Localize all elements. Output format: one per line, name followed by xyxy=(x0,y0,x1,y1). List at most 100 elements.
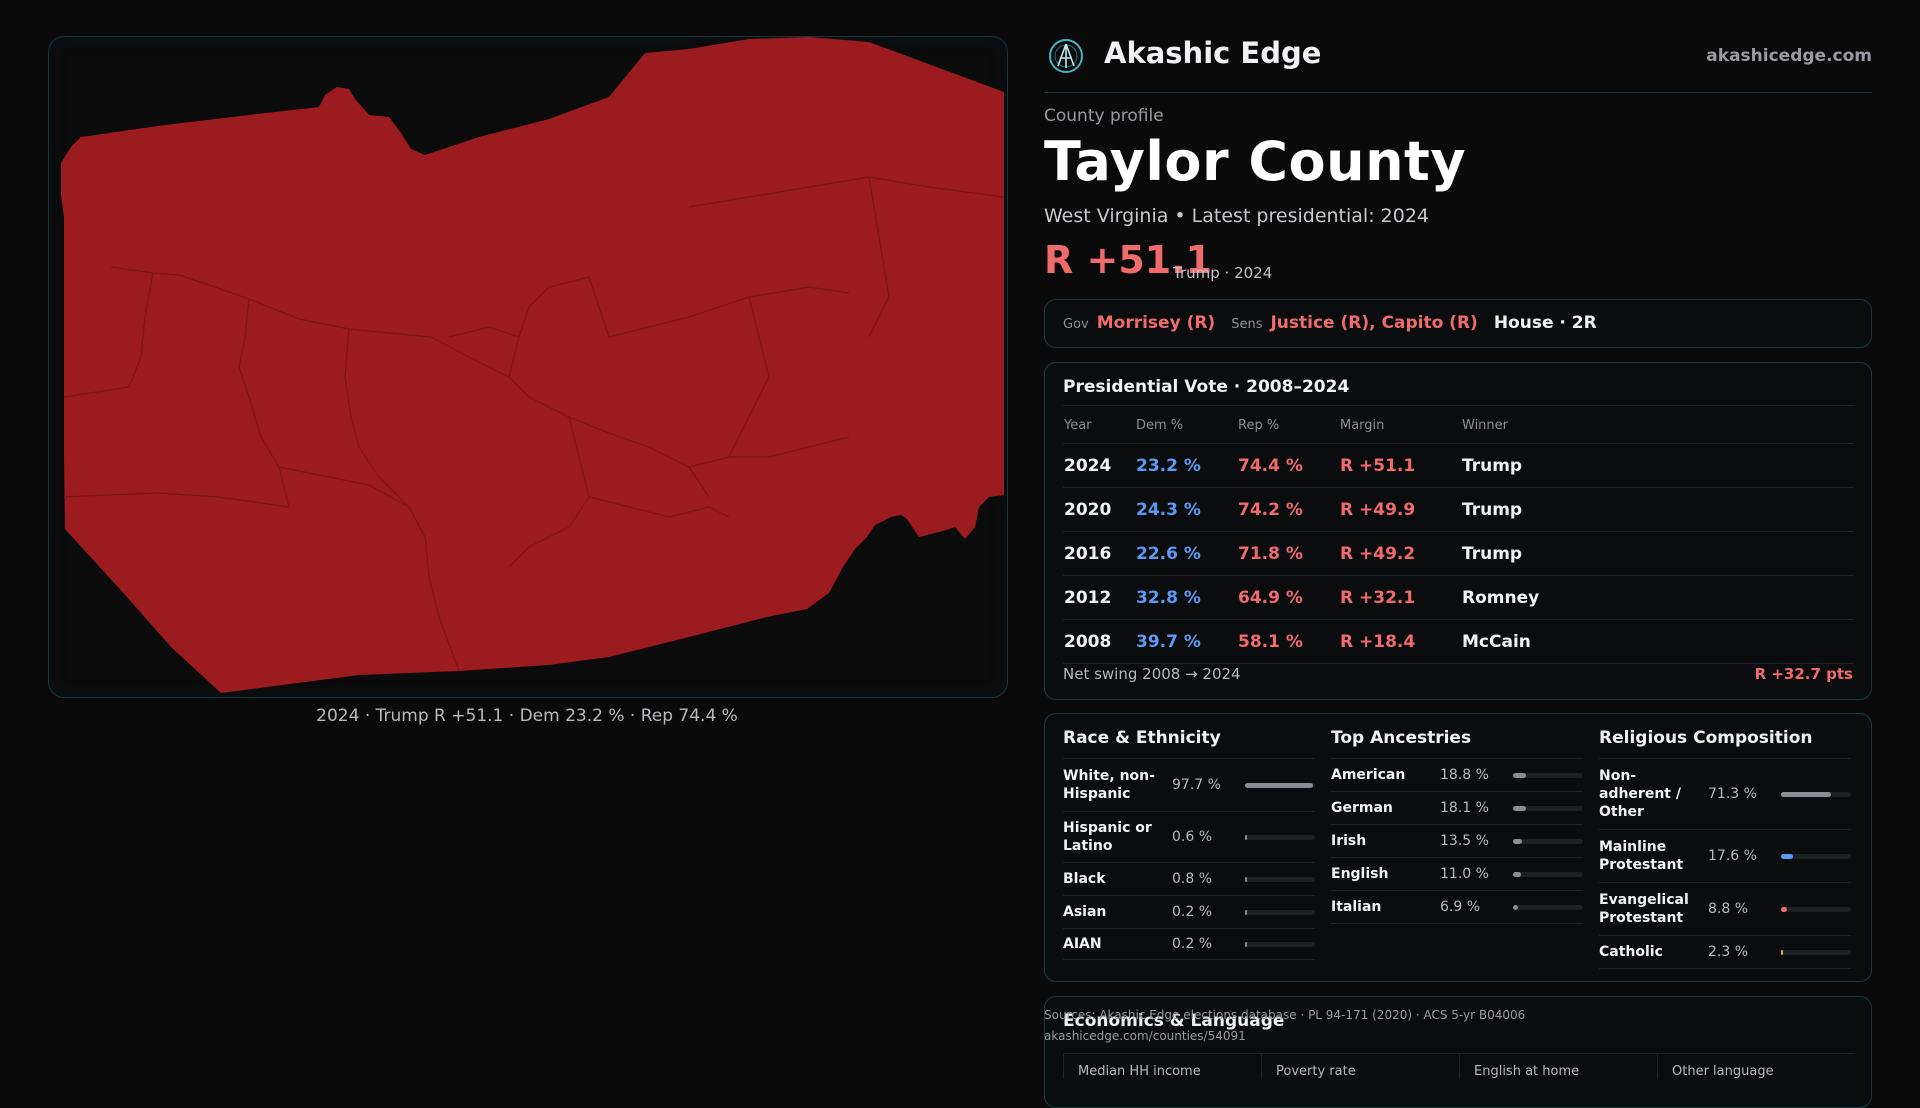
margin-cell: R +51.1 xyxy=(1339,443,1461,488)
list-item: American 18.8 % xyxy=(1331,759,1583,792)
map-caption: 2024 · Trump R +51.1 · Dem 23.2 % · Rep … xyxy=(316,706,738,726)
share-bar-fill xyxy=(1513,838,1523,844)
divider xyxy=(1063,405,1855,406)
share-bar-fill xyxy=(1245,782,1314,788)
year-cell: 2008 xyxy=(1063,619,1135,664)
item-name: Asian xyxy=(1063,904,1107,920)
item-percent: 13.5 % xyxy=(1440,833,1489,849)
item-percent: 0.2 % xyxy=(1172,936,1213,952)
county-map-panel[interactable] xyxy=(48,36,1008,698)
share-bar xyxy=(1513,871,1583,877)
share-bar xyxy=(1513,904,1583,910)
year-cell: 2012 xyxy=(1063,575,1135,620)
share-bar xyxy=(1245,782,1315,788)
year-cell: 2020 xyxy=(1063,487,1135,532)
share-bar xyxy=(1513,772,1583,778)
demographics-card: Race & Ethnicity White, non-Hispanic 97.7… xyxy=(1044,713,1872,982)
list-item: AIAN 0.2 % xyxy=(1063,929,1315,960)
latest-margin-note: Trump · 2024 xyxy=(1173,264,1273,282)
share-bar xyxy=(1513,805,1583,811)
list-item: German 18.1 % xyxy=(1331,792,1583,825)
race-column: Race & Ethnicity White, non-Hispanic 97.7… xyxy=(1063,728,1315,960)
table-row: 2024 23.2 % 74.4 % R +51.1 Trump xyxy=(1063,443,1853,488)
poverty-rate-header: Poverty rate xyxy=(1261,1054,1459,1079)
margin-cell: R +49.2 xyxy=(1339,531,1461,576)
presidential-vote-card: Presidential Vote · 2008–2024 Year Dem %… xyxy=(1044,362,1872,700)
item-name: Mainline Protestant xyxy=(1599,839,1684,873)
english-home-header: English at home xyxy=(1459,1054,1657,1079)
table-row: 2020 24.3 % 74.2 % R +49.9 Trump xyxy=(1063,487,1853,532)
senators-value: Justice (R), Capito (R) xyxy=(1270,313,1478,333)
item-percent: 17.6 % xyxy=(1708,848,1757,864)
share-bar-fill xyxy=(1781,906,1788,912)
sources-line: Sources: Akashic Edge elections database… xyxy=(1044,1008,1526,1022)
list-item: Mainline Protestant 17.6 % xyxy=(1599,830,1851,883)
akashic-logo-icon[interactable] xyxy=(1048,38,1084,74)
list-item: Irish 13.5 % xyxy=(1331,825,1583,858)
col-winner: Winner xyxy=(1461,407,1853,444)
rep-cell: 64.9 % xyxy=(1237,575,1339,620)
officials-row: Gov Morrisey (R) Sens Justice (R), Capito (… xyxy=(1063,313,1597,333)
median-income-header: Median HH income xyxy=(1063,1054,1261,1079)
item-name: AIAN xyxy=(1063,936,1102,952)
item-name: English xyxy=(1331,866,1389,882)
rep-cell: 74.2 % xyxy=(1237,487,1339,532)
list-item: Asian 0.2 % xyxy=(1063,896,1315,929)
share-bar xyxy=(1781,949,1851,955)
item-name: American xyxy=(1331,767,1406,783)
list-item: White, non-Hispanic 97.7 % xyxy=(1063,759,1315,812)
religion-column: Religious Composition Non-adherent / Oth… xyxy=(1599,728,1851,969)
latest-margin: R +51.1 xyxy=(1044,238,1213,282)
sources-url[interactable]: akashicedge.com/counties/54091 xyxy=(1044,1029,1246,1043)
winner-cell: Trump xyxy=(1461,443,1853,488)
governor-value: Morrisey (R) xyxy=(1096,313,1216,333)
list-item: Black 0.8 % xyxy=(1063,863,1315,896)
margin-cell: R +32.1 xyxy=(1339,575,1461,620)
site-link[interactable]: akashicedge.com xyxy=(1706,46,1872,66)
col-margin: Margin xyxy=(1339,407,1461,444)
item-percent: 8.8 % xyxy=(1708,901,1749,917)
ancestry-title: Top Ancestries xyxy=(1331,728,1583,759)
col-rep: Rep % xyxy=(1237,407,1339,444)
ancestry-column: Top Ancestries American 18.8 % German 18.1 … xyxy=(1331,728,1583,924)
county-map[interactable] xyxy=(49,37,1007,697)
share-bar-fill xyxy=(1513,805,1526,811)
economics-title: Economics & Language xyxy=(1063,1011,1285,1031)
net-swing-value: R +32.7 pts xyxy=(1754,665,1853,683)
share-bar xyxy=(1245,941,1315,947)
dem-cell: 24.3 % xyxy=(1135,487,1237,532)
economics-headers: Median HH income Poverty rate English at… xyxy=(1063,1053,1855,1079)
share-bar xyxy=(1245,834,1315,840)
net-swing-label: Net swing 2008 → 2024 xyxy=(1063,665,1241,683)
share-bar-fill xyxy=(1245,909,1247,915)
share-bar xyxy=(1245,909,1315,915)
year-cell: 2024 xyxy=(1063,443,1135,488)
list-item: Italian 6.9 % xyxy=(1331,891,1583,924)
share-bar-fill xyxy=(1781,791,1831,797)
county-shape[interactable] xyxy=(61,37,1004,693)
year-cell: 2016 xyxy=(1063,531,1135,576)
share-bar xyxy=(1513,838,1583,844)
rep-cell: 58.1 % xyxy=(1237,619,1339,664)
item-name: Italian xyxy=(1331,899,1382,915)
share-bar xyxy=(1781,791,1851,797)
item-name: Irish xyxy=(1331,833,1367,849)
col-dem: Dem % xyxy=(1135,407,1237,444)
race-title: Race & Ethnicity xyxy=(1063,728,1315,759)
list-item: Catholic 2.3 % xyxy=(1599,936,1851,969)
item-percent: 6.9 % xyxy=(1440,899,1481,915)
item-name: German xyxy=(1331,800,1393,816)
site-header: Akashic Edge akashicedge.com xyxy=(1044,34,1872,93)
item-percent: 18.8 % xyxy=(1440,767,1489,783)
share-bar xyxy=(1781,853,1851,859)
house-value: House · 2R xyxy=(1493,313,1597,333)
item-name: Evangelical Protestant xyxy=(1599,892,1689,926)
presidential-title: Presidential Vote · 2008–2024 xyxy=(1063,377,1350,397)
brand-name[interactable]: Akashic Edge xyxy=(1104,36,1322,70)
other-language-header: Other language xyxy=(1657,1054,1855,1079)
item-percent: 11.0 % xyxy=(1440,866,1489,882)
dem-cell: 22.6 % xyxy=(1135,531,1237,576)
item-name: Non-adherent / Other xyxy=(1599,768,1681,820)
dem-cell: 39.7 % xyxy=(1135,619,1237,664)
share-bar-fill xyxy=(1513,871,1521,877)
